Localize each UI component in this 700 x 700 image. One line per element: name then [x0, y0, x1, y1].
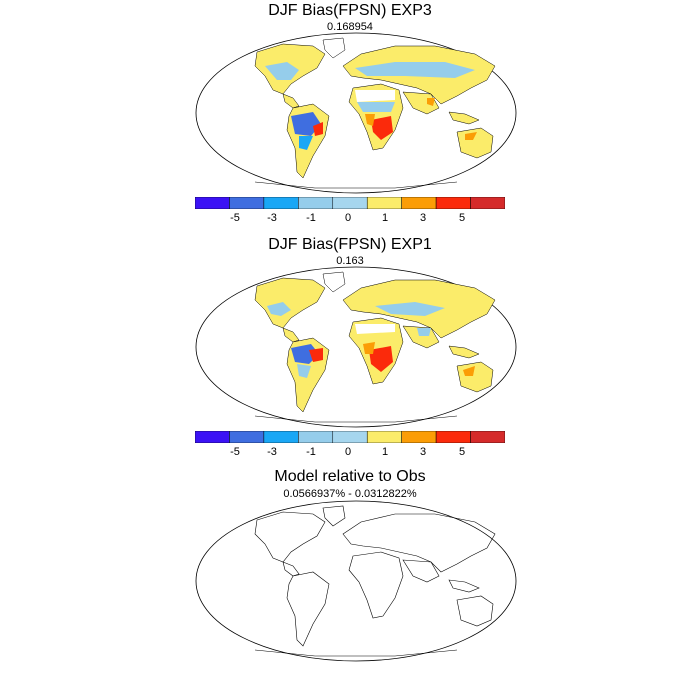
colorbar-2-bin-9	[470, 431, 505, 443]
colorbar-2-tick-label: -5	[230, 446, 240, 458]
colorbar-2-bin-6	[366, 431, 402, 443]
colorbar-1-bin-6	[366, 197, 402, 209]
africa-outline	[348, 551, 404, 619]
antarctica-coast	[254, 649, 458, 657]
colorbar-1-bin-4	[298, 197, 334, 209]
colorbar-1-tick-label: -1	[306, 212, 316, 224]
north-america-cool-patch	[265, 62, 299, 80]
panel-1-map	[195, 32, 517, 194]
eurasia-cool-band	[375, 302, 445, 316]
africa-positive-bias	[369, 346, 393, 372]
south-america-outline	[286, 571, 330, 647]
southeast-asia-islands	[448, 111, 480, 125]
central-america-land	[282, 327, 300, 343]
australia-moderate-bias	[463, 366, 475, 376]
south-asia-cool-patch	[417, 328, 431, 336]
south-america-mild-negative	[297, 364, 311, 378]
africa-positive-bias	[371, 116, 393, 140]
panel-2-title: DJF Bias(FPSN) EXP1	[268, 236, 432, 253]
greenland-outline	[322, 271, 346, 293]
south-asia-moderate-bias	[427, 98, 435, 106]
colorbar-2-bin-1	[195, 431, 230, 443]
colorbar-1-tick-label: -3	[267, 212, 277, 224]
south-asia-outline	[402, 559, 440, 583]
central-america-outline	[282, 561, 300, 577]
colorbar-2-bin-4	[298, 431, 334, 443]
south-america-positive-bias	[309, 348, 323, 362]
colorbar-1-bin-2	[229, 197, 265, 209]
south-america-negative-bias	[291, 112, 321, 136]
central-america-land	[282, 93, 300, 109]
southeast-asia-islands-outline	[448, 579, 480, 593]
africa-cool-band	[357, 102, 395, 112]
north-america-cool-patch	[267, 302, 291, 316]
north-america-land	[254, 277, 326, 329]
colorbar-1-bin-1	[195, 197, 230, 209]
colorbar-2-tick-label: -3	[267, 446, 277, 458]
greenland-outline	[322, 505, 346, 527]
panel-2-subtitle: 0.163	[336, 255, 364, 267]
colorbar-1-bin-8	[435, 197, 471, 209]
antarctica-coast	[254, 415, 458, 423]
colorbar-2-tick-label: 1	[381, 446, 389, 458]
colorbar-1-bin-9	[470, 197, 505, 209]
south-america-mild-negative	[299, 136, 313, 150]
colorbar-1-tick-label: 5	[458, 212, 466, 224]
colorbar-2-bin-2	[229, 431, 265, 443]
south-asia-land	[402, 91, 440, 115]
panel-1-title: DJF Bias(FPSN) EXP3	[268, 2, 432, 19]
greenland-outline	[322, 37, 346, 59]
colorbar-1-tick-label: 3	[419, 212, 427, 224]
colorbar-2-tick-label: 3	[419, 446, 427, 458]
globe-outline	[195, 500, 517, 662]
panel-3-subtitle: 0.0566937% - 0.0312822%	[283, 488, 417, 500]
colorbar-1-bin-5	[332, 197, 368, 209]
africa-moderate-bias	[363, 342, 375, 354]
panel-1-subtitle: 0.168954	[327, 21, 373, 33]
eurasia-cool-band	[355, 62, 475, 78]
australia-moderate-bias	[465, 132, 477, 140]
australia-outline	[456, 595, 494, 627]
colorbar-1	[195, 197, 505, 209]
colorbar-2-bin-3	[263, 431, 299, 443]
south-america-positive-bias	[313, 122, 323, 136]
colorbar-1-tick-label: -5	[230, 212, 240, 224]
southeast-asia-islands	[448, 345, 480, 359]
eurasia-outline	[342, 513, 496, 573]
colorbar-1-tick-label: 1	[381, 212, 389, 224]
colorbar-1-tick-label: 0	[344, 212, 352, 224]
colorbar-1-bin-7	[401, 197, 437, 209]
colorbar-2-tick-label: 5	[458, 446, 466, 458]
africa-moderate-bias	[365, 114, 375, 126]
sahara-white	[355, 324, 395, 334]
antarctica-coast	[254, 181, 458, 189]
colorbar-2-bin-8	[435, 431, 471, 443]
colorbar-2-tick-label: -1	[306, 446, 316, 458]
colorbar-2-tick-label: 0	[344, 446, 352, 458]
colorbar-2	[195, 431, 505, 443]
colorbar-2-bin-5	[332, 431, 368, 443]
colorbar-1-bin-3	[263, 197, 299, 209]
panel-3-title: Model relative to Obs	[274, 468, 426, 485]
sahara-white	[355, 90, 395, 102]
panel-3-map	[195, 500, 517, 662]
north-america-outline	[254, 511, 326, 563]
panel-2-map	[195, 266, 517, 428]
colorbar-2-bin-7	[401, 431, 437, 443]
